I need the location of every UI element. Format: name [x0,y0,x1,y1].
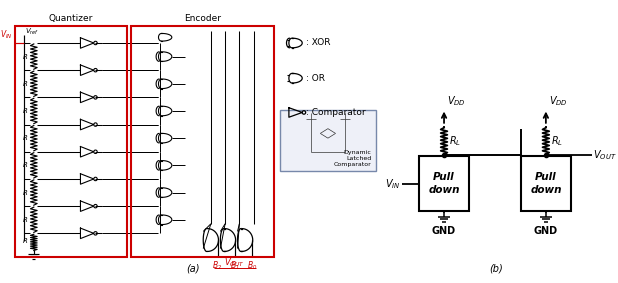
Text: $B_1$: $B_1$ [230,259,240,272]
Bar [419,156,469,211]
Text: : XOR: : XOR [306,38,331,48]
Bar [521,156,570,211]
Text: $V_{DD}$: $V_{DD}$ [549,94,567,108]
Text: Pull
down: Pull down [428,172,460,196]
Text: Dynamic
Latched
Comparator: Dynamic Latched Comparator [334,150,371,167]
Text: R: R [23,135,28,141]
Text: R: R [23,108,28,114]
Bar [281,110,376,171]
Text: $V_{OUT}$: $V_{OUT}$ [224,256,245,269]
Bar [131,26,274,257]
Text: $V_{IN}$: $V_{IN}$ [384,177,400,191]
Text: $V_{DD}$: $V_{DD}$ [447,94,466,108]
Text: $V_{OUT}$: $V_{OUT}$ [593,148,617,162]
Text: Quantizer: Quantizer [49,14,93,23]
Text: $R_L$: $R_L$ [551,134,563,148]
Text: $R_L$: $R_L$ [449,134,461,148]
Text: $B_2$: $B_2$ [213,259,222,272]
Text: Pull
down: Pull down [530,172,562,196]
Text: : OR: : OR [306,74,325,83]
Text: $V_{ref}$: $V_{ref}$ [25,27,40,37]
Text: R: R [23,81,28,87]
Text: R: R [23,217,28,223]
Text: Encoder: Encoder [184,14,221,23]
Bar [15,26,127,257]
Text: R: R [23,238,28,244]
Text: (b): (b) [489,263,503,273]
Text: R: R [23,53,28,60]
Text: GND: GND [432,226,456,236]
Text: R: R [23,190,28,196]
Text: R: R [23,162,28,168]
Text: GND: GND [534,226,558,236]
Text: : Comparator: : Comparator [306,108,366,117]
Text: $V_{IN}$: $V_{IN}$ [0,29,13,41]
Text: (a): (a) [186,263,200,273]
Text: $B_0$: $B_0$ [247,259,257,272]
